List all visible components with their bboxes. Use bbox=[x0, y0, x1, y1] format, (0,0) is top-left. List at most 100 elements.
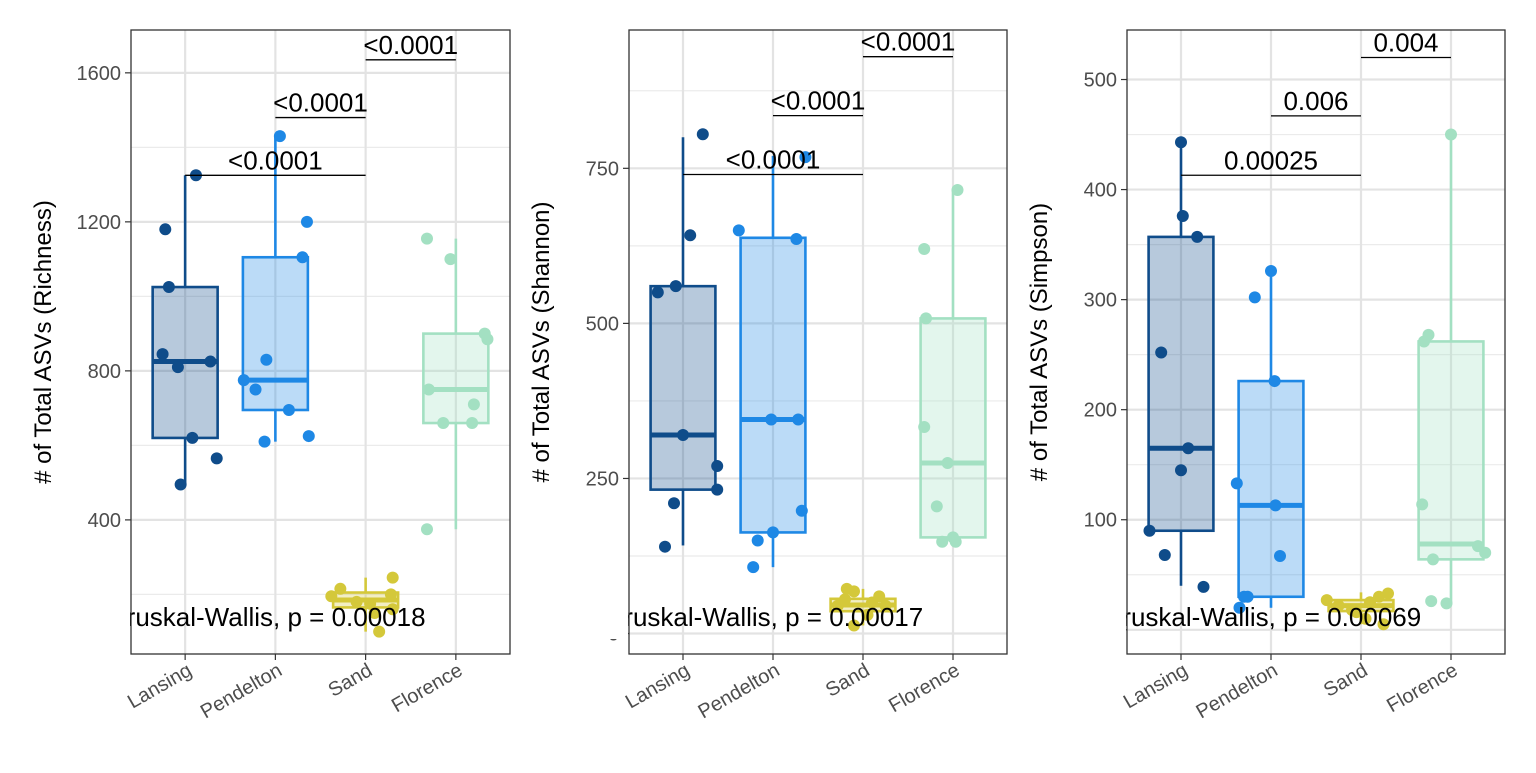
data-point bbox=[839, 593, 851, 606]
data-point bbox=[668, 497, 680, 510]
data-point bbox=[1382, 587, 1394, 600]
y-tick-label: 500 bbox=[586, 313, 619, 335]
data-point bbox=[1191, 230, 1204, 243]
label-clip-mask bbox=[1087, 594, 1126, 639]
data-point bbox=[159, 223, 172, 236]
data-point bbox=[941, 456, 954, 469]
data-point bbox=[420, 523, 433, 536]
data-point bbox=[1274, 550, 1286, 563]
data-point bbox=[302, 430, 315, 443]
data-point bbox=[444, 253, 457, 266]
data-point bbox=[1158, 548, 1171, 561]
data-point bbox=[300, 215, 313, 228]
data-point bbox=[171, 361, 184, 374]
comparison-label: <0.0001 bbox=[726, 145, 821, 175]
comparison-label: <0.0001 bbox=[861, 27, 956, 57]
data-point bbox=[920, 312, 932, 325]
data-point bbox=[1377, 618, 1390, 631]
data-point bbox=[696, 128, 709, 141]
x-tick-label-sand: Sand bbox=[822, 659, 873, 701]
data-point bbox=[879, 599, 892, 612]
data-point bbox=[684, 229, 697, 242]
x-tick-label-florence: Florence bbox=[1383, 659, 1461, 717]
y-tick-label: 400 bbox=[88, 510, 121, 532]
comparison-lansing-sand: <0.0001 bbox=[185, 145, 366, 176]
box-lansing bbox=[1143, 136, 1215, 593]
kruskal-wallis-label: Kruskal-Wallis, p = 0.00017 bbox=[607, 602, 923, 632]
data-point bbox=[1265, 265, 1277, 278]
x-tick-label-pendelton: Pendelton bbox=[694, 659, 783, 723]
data-point bbox=[364, 597, 377, 610]
data-point bbox=[1364, 596, 1376, 609]
x-tick-label-florence: Florence bbox=[885, 659, 963, 717]
data-point bbox=[467, 398, 480, 411]
data-point bbox=[350, 595, 363, 608]
data-point bbox=[792, 413, 805, 426]
x-tick-label-lansing: Lansing bbox=[1120, 659, 1192, 713]
data-point bbox=[1269, 499, 1282, 512]
comparison-pendelton-sand: <0.0001 bbox=[273, 88, 368, 119]
data-point bbox=[420, 232, 433, 245]
data-point bbox=[1230, 477, 1243, 490]
y-tick-label: 400 bbox=[1084, 180, 1117, 202]
y-tick-label: 1200 bbox=[77, 212, 122, 234]
comparison-label: <0.0001 bbox=[363, 30, 458, 60]
data-point bbox=[669, 280, 682, 293]
data-point bbox=[260, 353, 273, 366]
comparison-label: 0.00025 bbox=[1224, 145, 1318, 175]
comparison-label: 0.004 bbox=[1373, 28, 1438, 58]
data-point bbox=[1332, 599, 1345, 612]
box-sand bbox=[325, 571, 400, 638]
data-point bbox=[651, 286, 664, 299]
iqr-box bbox=[1417, 340, 1485, 561]
data-point bbox=[273, 130, 286, 143]
data-point bbox=[1440, 597, 1453, 610]
y-tick-label: 800 bbox=[88, 361, 121, 383]
box-florence bbox=[918, 184, 987, 548]
data-point bbox=[204, 355, 217, 368]
data-point bbox=[949, 535, 962, 548]
data-point bbox=[1241, 590, 1254, 603]
data-point bbox=[861, 608, 874, 621]
box-pendelton bbox=[732, 151, 812, 574]
data-point bbox=[1155, 346, 1168, 359]
comparison-label: <0.0001 bbox=[771, 86, 866, 116]
data-point bbox=[918, 420, 931, 433]
data-point bbox=[1320, 594, 1333, 607]
data-point bbox=[237, 374, 250, 387]
x-tick-label-florence: Florence bbox=[388, 659, 466, 717]
data-point bbox=[1479, 546, 1492, 559]
data-point bbox=[1175, 136, 1187, 149]
label-clip-mask bbox=[589, 594, 628, 639]
panel-border bbox=[1126, 29, 1506, 655]
x-tick-label-sand: Sand bbox=[1320, 659, 1371, 701]
comparison-lansing-sand: 0.00025 bbox=[1181, 145, 1361, 176]
data-point bbox=[422, 383, 435, 396]
data-point bbox=[437, 417, 450, 430]
data-point bbox=[386, 603, 399, 616]
data-point bbox=[1445, 128, 1457, 141]
data-point bbox=[711, 460, 724, 473]
comparison-pendelton-sand: 0.006 bbox=[1271, 86, 1361, 117]
data-point bbox=[1175, 464, 1187, 477]
data-point bbox=[368, 607, 381, 620]
comparison-label: 0.006 bbox=[1283, 86, 1348, 116]
data-point bbox=[767, 526, 779, 539]
data-point bbox=[918, 242, 931, 255]
kruskal-wallis-label: Kruskal-Wallis, p = 0.00069 bbox=[1105, 602, 1421, 632]
data-point bbox=[1427, 553, 1439, 566]
comparison-sand-florence: <0.0001 bbox=[363, 30, 458, 61]
data-point bbox=[751, 534, 764, 547]
data-point bbox=[873, 590, 886, 603]
data-point bbox=[258, 435, 271, 448]
label-clip-mask bbox=[91, 594, 130, 639]
data-point bbox=[1425, 595, 1438, 608]
data-point bbox=[1268, 375, 1281, 388]
panel-border bbox=[130, 29, 511, 655]
box-sand bbox=[829, 582, 897, 632]
x-tick-label-lansing: Lansing bbox=[124, 659, 196, 713]
iqr-box bbox=[739, 236, 807, 534]
data-point bbox=[386, 571, 399, 584]
data-point bbox=[1197, 580, 1210, 593]
